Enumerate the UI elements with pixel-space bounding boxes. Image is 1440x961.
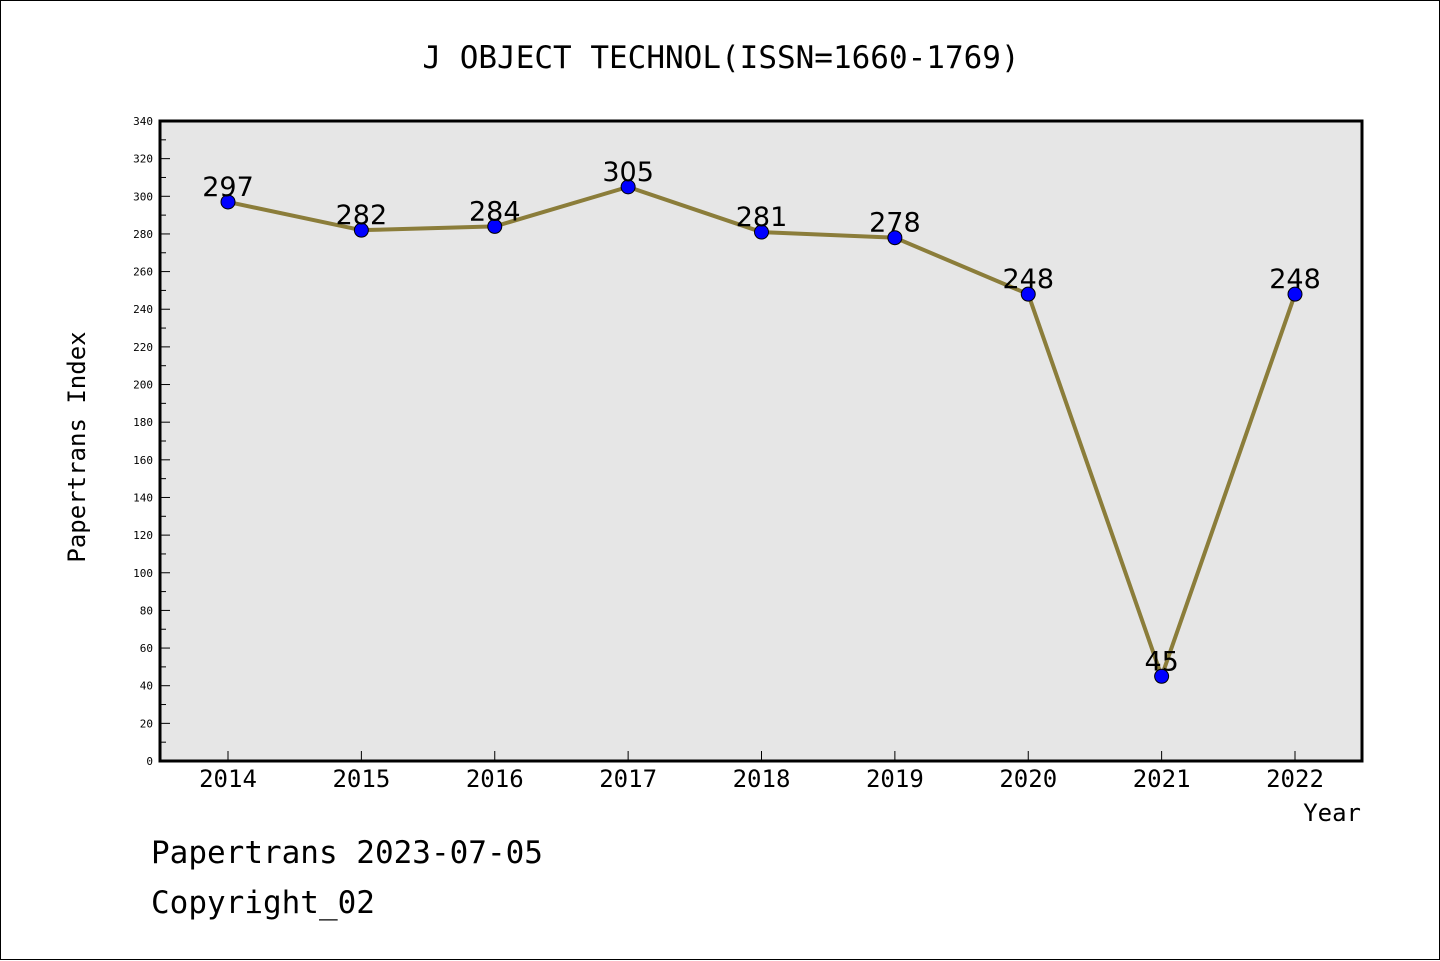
x-tick-label: 2022 xyxy=(1266,765,1324,793)
x-tick-label: 2015 xyxy=(332,765,390,793)
y-tick-label: 180 xyxy=(133,416,153,429)
data-label: 248 xyxy=(1002,264,1054,295)
data-point xyxy=(754,224,769,240)
data-label: 248 xyxy=(1269,264,1321,295)
y-tick-label: 20 xyxy=(140,717,153,730)
chart-title: J OBJECT TECHNOL(ISSN=1660-1769) xyxy=(422,40,1019,76)
data-point xyxy=(487,218,503,234)
data-point xyxy=(353,222,369,238)
y-tick-label: 60 xyxy=(140,642,153,655)
data-label: 305 xyxy=(602,157,654,188)
y-tick-label: 120 xyxy=(133,529,153,542)
y-tick-label: 160 xyxy=(133,454,153,467)
footer-copyright-text: Copyright_02 xyxy=(151,885,375,921)
y-tick-label: 260 xyxy=(133,266,153,279)
x-tick-label: 2014 xyxy=(199,765,257,793)
y-tick-label: 300 xyxy=(133,190,153,203)
y-tick-label: 340 xyxy=(133,115,153,128)
y-tick-label: 100 xyxy=(133,567,153,580)
data-label: 278 xyxy=(869,208,921,239)
x-tick-label: 2017 xyxy=(599,765,657,793)
x-tick-label: 2020 xyxy=(999,765,1057,793)
y-tick-label: 40 xyxy=(140,680,153,693)
y-tick-label: 280 xyxy=(133,228,153,241)
footer-date-text: Papertrans 2023-07-05 xyxy=(151,835,543,871)
y-tick-label: 80 xyxy=(140,604,153,617)
data-label: 284 xyxy=(469,196,521,227)
data-point xyxy=(1287,286,1303,302)
x-tick-label: 2016 xyxy=(466,765,524,793)
data-point xyxy=(1020,286,1036,302)
x-axis-label: Year xyxy=(1303,799,1361,827)
y-tick-label: 320 xyxy=(133,153,153,166)
y-tick-label: 220 xyxy=(133,341,153,354)
y-tick-label: 140 xyxy=(133,491,153,504)
y-axis-label: Papertrans Index xyxy=(63,331,91,562)
plot-border xyxy=(158,119,1364,763)
x-tick-label: 2021 xyxy=(1133,765,1191,793)
data-label: 282 xyxy=(336,200,388,231)
y-tick-label: 200 xyxy=(133,379,153,392)
data-point xyxy=(887,230,903,246)
data-label: 281 xyxy=(736,202,788,233)
series: 297 282 284 305 281 278 248 45 248 xyxy=(202,157,1321,684)
x-tick-label: 2018 xyxy=(733,765,791,793)
data-label: 45 xyxy=(1144,646,1178,677)
x-axis: 2014 2015 2016 2017 2018 2019 2020 2021 2022 xyxy=(199,751,1324,793)
y-tick-label: 0 xyxy=(146,755,153,768)
y-tick-label: 240 xyxy=(133,303,153,316)
data-point xyxy=(220,194,236,210)
x-tick-label: 2019 xyxy=(866,765,924,793)
data-point xyxy=(620,179,636,195)
data-label: 297 xyxy=(202,172,254,203)
data-point xyxy=(1154,668,1170,684)
